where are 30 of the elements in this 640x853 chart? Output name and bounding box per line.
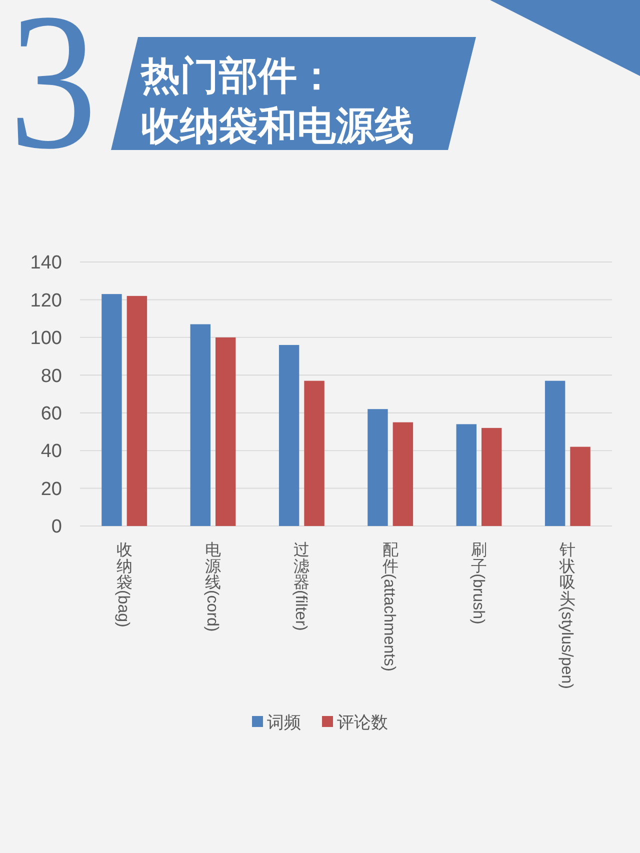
bar	[278, 344, 300, 526]
y-tick-label: 80	[40, 366, 62, 387]
y-tick-label: 20	[40, 478, 62, 500]
bar	[456, 424, 476, 526]
y-tick-label: 120	[30, 290, 62, 312]
x-tick-label: 过滤器(filter)	[292, 541, 310, 631]
y-tick-label: 140	[30, 252, 62, 274]
bar	[190, 324, 210, 526]
chart-title: 热门部件：收纳袋和电源线	[140, 55, 414, 148]
text: 3	[9, 0, 98, 190]
y-tick-label: 100	[30, 328, 62, 350]
bar	[544, 380, 566, 526]
bar	[392, 422, 414, 526]
y-tick-label: 60	[40, 404, 62, 425]
bar	[126, 296, 148, 526]
y-tick-label: 0	[51, 516, 62, 538]
bar	[102, 294, 122, 526]
x-tick-label: 配件(attachments)	[380, 542, 398, 672]
bar	[570, 446, 590, 526]
bar	[304, 380, 324, 526]
legend-label: 评论数	[337, 712, 388, 732]
x-tick-label: 收纳袋(bag)	[114, 542, 132, 628]
bar	[216, 337, 236, 526]
x-tick-label: 针状吸头(stylus/pen)	[558, 542, 576, 689]
bar	[368, 409, 388, 526]
legend-label: 词频	[267, 712, 301, 732]
y-tick-label: 40	[40, 441, 62, 462]
x-tick-label: 刷子(brush)	[469, 542, 487, 624]
x-tick-label: 电源线(cord)	[203, 541, 221, 632]
bar	[482, 428, 502, 526]
